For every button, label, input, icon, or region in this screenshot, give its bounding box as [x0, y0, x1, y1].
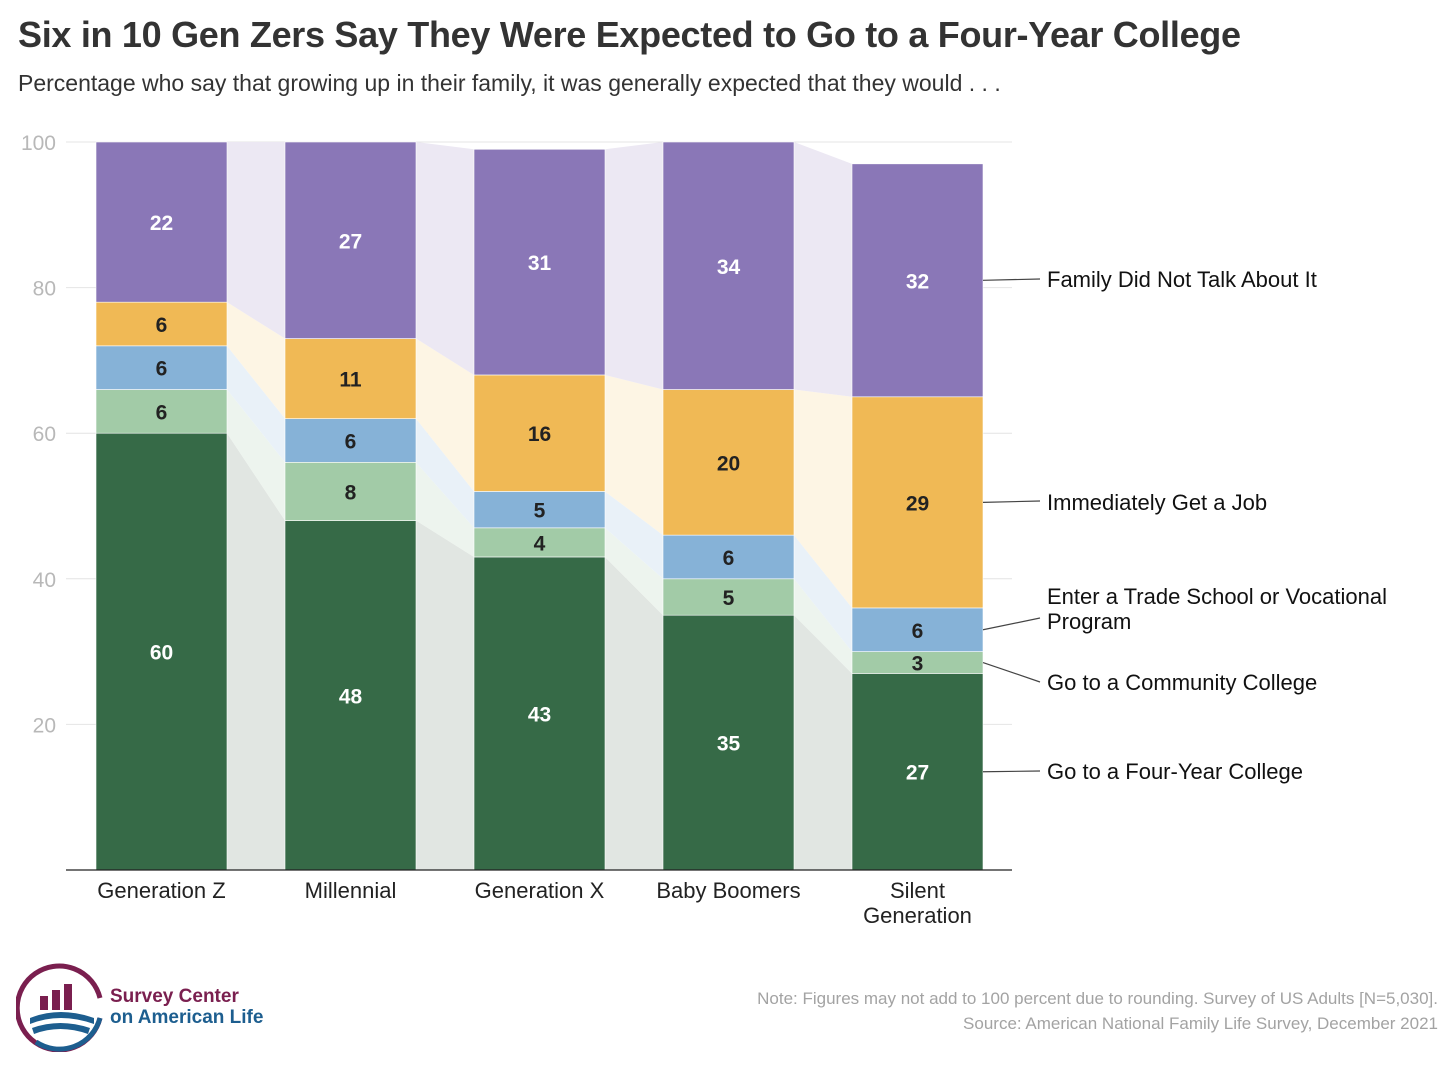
connector-band — [794, 389, 852, 608]
bar-segment — [95, 389, 228, 434]
bar-segment — [284, 141, 417, 339]
x-tick-label: Millennial — [305, 878, 397, 903]
data-label: 34 — [717, 256, 741, 279]
data-label: 32 — [906, 270, 929, 293]
connector-band — [605, 374, 663, 536]
stacked-bar-chart: 20 40 60 80 100 60 48 43 35 27 6 8 4 5 3 6 6 5 6 6 6 11 16 20 29… — [21, 132, 1387, 928]
bar-segment — [473, 527, 606, 558]
bar-segment — [851, 163, 984, 398]
chart-title: Six in 10 Gen Zers Say They Were Expecte… — [18, 14, 1241, 55]
data-label: 27 — [339, 230, 362, 253]
bar-segment — [473, 374, 606, 492]
y-tick-label: 100 — [21, 132, 56, 155]
bar-segment — [662, 578, 795, 616]
bar-segment — [95, 141, 228, 303]
connector-band — [227, 345, 285, 463]
bar-segment — [473, 491, 606, 529]
y-tick-label: 40 — [33, 569, 56, 592]
y-tick-label: 60 — [33, 423, 56, 446]
logo-line-1: Survey Center — [110, 986, 239, 1007]
data-label: 35 — [717, 733, 741, 756]
data-label: 48 — [339, 685, 363, 708]
y-tick-label: 20 — [33, 714, 56, 737]
connector-band — [227, 302, 285, 419]
data-label: 20 — [717, 452, 740, 475]
bar-segment — [851, 396, 984, 609]
bar-segment — [662, 614, 795, 871]
connector-band — [794, 142, 852, 397]
data-label: 27 — [906, 762, 929, 785]
note-text: Note: Figures may not add to 100 percent… — [757, 989, 1438, 1008]
connector-band — [416, 338, 474, 492]
connector-band — [227, 389, 285, 521]
source-text: Source: American National Family Life Su… — [963, 1014, 1438, 1033]
data-label: 5 — [534, 500, 546, 523]
data-label: 6 — [156, 358, 168, 381]
legend-label: Enter a Trade School or Vocational Progra… — [1047, 584, 1387, 634]
connector-band — [605, 556, 663, 870]
data-label: 43 — [528, 703, 551, 726]
data-label: 22 — [150, 212, 173, 235]
bar-segment — [284, 520, 417, 871]
data-label: 11 — [339, 369, 362, 392]
chart-subtitle: Percentage who say that growing up in th… — [18, 70, 1001, 96]
bar-segment — [473, 148, 606, 376]
survey-center-logo-icon — [16, 963, 103, 1052]
x-tick-label: Baby Boomers — [656, 878, 800, 903]
bar-segment — [95, 301, 228, 347]
data-label: 6 — [723, 547, 735, 570]
data-label: 31 — [528, 252, 552, 275]
connector-band — [416, 418, 474, 528]
data-label: 29 — [906, 492, 929, 515]
connector-band — [227, 433, 285, 870]
x-tick-label: Silent Generation — [863, 878, 972, 928]
connector-band — [605, 142, 663, 390]
data-label: 6 — [345, 430, 357, 453]
legend-label: Immediately Get a Job — [1047, 490, 1267, 515]
legend-leader-line — [982, 617, 1041, 631]
bar-segment — [662, 534, 795, 580]
data-label: 6 — [156, 401, 168, 424]
connector-band — [794, 535, 852, 652]
data-label: 4 — [534, 532, 546, 555]
bar-segment — [284, 418, 417, 463]
data-label: 16 — [528, 423, 551, 446]
connector-band — [605, 491, 663, 579]
bar-segment — [95, 432, 228, 871]
connector-band — [605, 527, 663, 616]
legend-leader-line — [982, 500, 1041, 503]
connector-band — [227, 142, 285, 339]
logo-line-2: on American Life — [110, 1007, 264, 1028]
bar-segment — [473, 556, 606, 871]
data-label: 8 — [345, 481, 357, 504]
connector-band — [416, 462, 474, 557]
x-tick-label: Generation X — [475, 878, 605, 903]
data-label: 3 — [912, 653, 924, 676]
data-label: 60 — [150, 642, 173, 665]
bar-segment — [662, 389, 795, 536]
bar-segment — [851, 607, 984, 652]
legend-label: Go to a Four-Year College — [1047, 759, 1303, 784]
legend-leader-line — [982, 770, 1041, 773]
legend-leader-line — [982, 278, 1041, 281]
data-label: 6 — [156, 314, 168, 337]
bar-segment — [662, 141, 795, 390]
legend-label: Family Did Not Talk About It — [1047, 267, 1317, 292]
legend-leader-line — [982, 661, 1041, 683]
legend-label: Go to a Community College — [1047, 670, 1317, 695]
data-label: 5 — [723, 587, 735, 610]
bar-segment — [851, 673, 984, 871]
connector-band — [416, 520, 474, 870]
data-label: 6 — [912, 620, 924, 643]
y-tick-label: 80 — [33, 278, 56, 301]
bar-segment — [95, 345, 228, 390]
bar-segment — [284, 462, 417, 521]
logo-wordmark: Survey Center on American Life — [110, 986, 263, 1028]
connector-band — [416, 142, 474, 375]
connector-band — [794, 578, 852, 674]
connector-band — [794, 615, 852, 870]
footnote: Note: Figures may not add to 100 percent… — [757, 986, 1438, 1036]
x-tick-label: Generation Z — [97, 878, 225, 903]
